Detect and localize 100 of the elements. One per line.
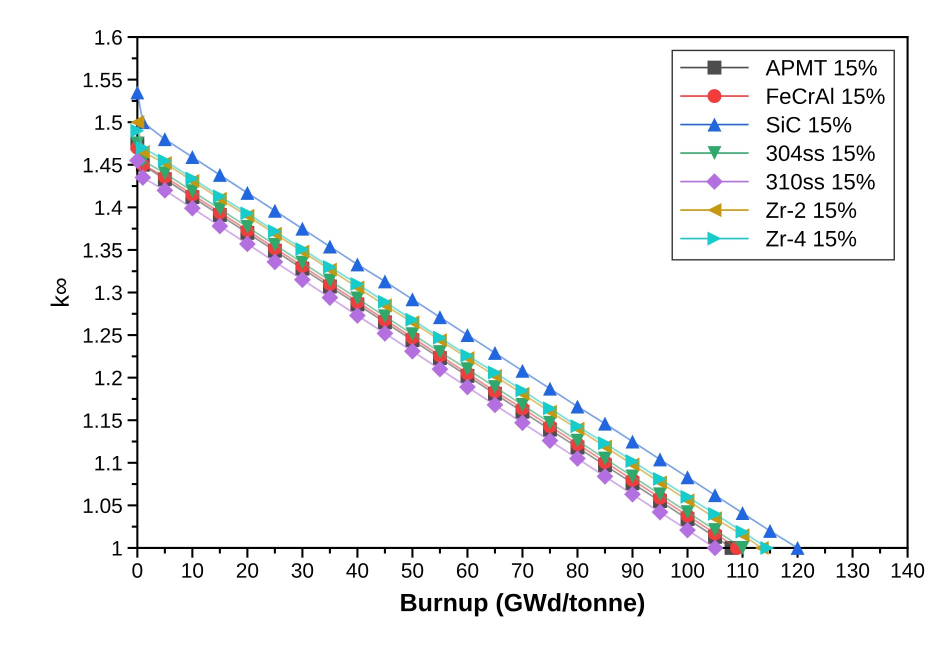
point — [679, 522, 696, 538]
point — [570, 434, 584, 448]
point — [405, 312, 420, 327]
point — [516, 364, 530, 378]
point — [376, 325, 394, 342]
point — [350, 257, 364, 272]
point — [736, 506, 750, 520]
y-tick-label: 1.45 — [84, 158, 122, 173]
point — [570, 419, 584, 434]
point — [295, 256, 310, 270]
point — [212, 168, 227, 182]
x-tick-label: 80 — [566, 563, 588, 578]
point — [378, 309, 392, 324]
point — [322, 240, 337, 254]
point — [706, 540, 724, 556]
x-tick-label: 130 — [836, 563, 870, 578]
point — [680, 490, 694, 504]
point — [134, 169, 152, 186]
y-tick-label: 1.05 — [84, 498, 122, 514]
y-tick-label: 1.25 — [84, 328, 122, 343]
x-tick-label: 40 — [346, 563, 368, 578]
point — [598, 436, 612, 450]
point — [240, 206, 254, 220]
x-tick-label: 20 — [236, 563, 258, 578]
point — [158, 154, 172, 168]
y-tick-label: 1.55 — [84, 72, 122, 88]
point — [266, 254, 284, 270]
point — [680, 470, 694, 484]
legend-label: Zr-2 15% — [766, 202, 856, 218]
point — [763, 524, 777, 538]
x-tick-label: 90 — [622, 563, 644, 578]
point — [569, 450, 586, 467]
point — [158, 132, 172, 146]
point — [378, 274, 392, 288]
point — [460, 362, 474, 376]
legend-label: Zr-4 15% — [766, 230, 856, 247]
point — [652, 504, 668, 521]
point — [708, 506, 722, 521]
point — [516, 383, 530, 398]
point — [570, 400, 584, 414]
point — [626, 469, 640, 484]
point — [295, 222, 310, 236]
point — [350, 277, 364, 291]
y-tick-label: 1.4 — [95, 200, 122, 215]
y-tick-label: 1.6 — [95, 30, 122, 45]
point — [432, 360, 448, 378]
point — [516, 398, 530, 412]
point — [736, 524, 750, 539]
point — [596, 468, 614, 485]
x-tick-label: 50 — [402, 563, 424, 578]
x-tick-label: 120 — [782, 563, 814, 578]
point — [185, 150, 200, 164]
x-tick-label: 60 — [456, 563, 478, 578]
point — [624, 486, 641, 503]
point — [460, 348, 474, 362]
point — [130, 124, 144, 138]
point — [212, 218, 228, 234]
legend-label: APMT 15% — [766, 60, 877, 76]
point — [459, 378, 476, 396]
point — [268, 204, 282, 218]
y-tick-label: 1.3 — [95, 286, 122, 300]
point — [156, 182, 174, 199]
point — [460, 328, 474, 342]
point — [790, 541, 804, 555]
point — [378, 294, 392, 309]
point — [295, 242, 310, 256]
point — [598, 452, 612, 466]
legend-label: 304ss 15% — [766, 145, 875, 162]
x-tick-label: 140 — [892, 563, 924, 578]
x-axis-title: Burnup (GWd/tonne) — [401, 593, 644, 616]
point — [239, 236, 256, 252]
point — [350, 292, 364, 306]
point — [432, 345, 447, 360]
point — [598, 416, 612, 431]
x-tick-label: 0 — [132, 563, 142, 578]
point — [432, 330, 447, 345]
point — [322, 260, 337, 274]
x-tick-label: 70 — [512, 563, 534, 578]
point — [294, 271, 311, 288]
legend-label: FeCrAl 15% — [767, 88, 885, 104]
point — [185, 171, 200, 186]
point — [240, 186, 254, 200]
point — [653, 487, 667, 502]
y-tick-label: 1.35 — [84, 242, 122, 258]
point — [128, 152, 146, 169]
x-tick-label: 10 — [182, 563, 204, 578]
x-tick-label: 30 — [292, 563, 314, 578]
legend-label: SiC 15% — [766, 116, 852, 133]
point — [322, 289, 338, 306]
point — [543, 401, 557, 416]
point — [542, 432, 558, 450]
x-tick-label: 110 — [728, 563, 758, 578]
point — [212, 189, 227, 204]
y-tick-label: 1 — [112, 541, 122, 556]
point — [626, 454, 640, 468]
point — [405, 327, 420, 342]
legend-label: 310ss 15% — [766, 174, 875, 190]
point — [486, 396, 504, 414]
point — [268, 224, 282, 238]
point — [626, 434, 640, 448]
